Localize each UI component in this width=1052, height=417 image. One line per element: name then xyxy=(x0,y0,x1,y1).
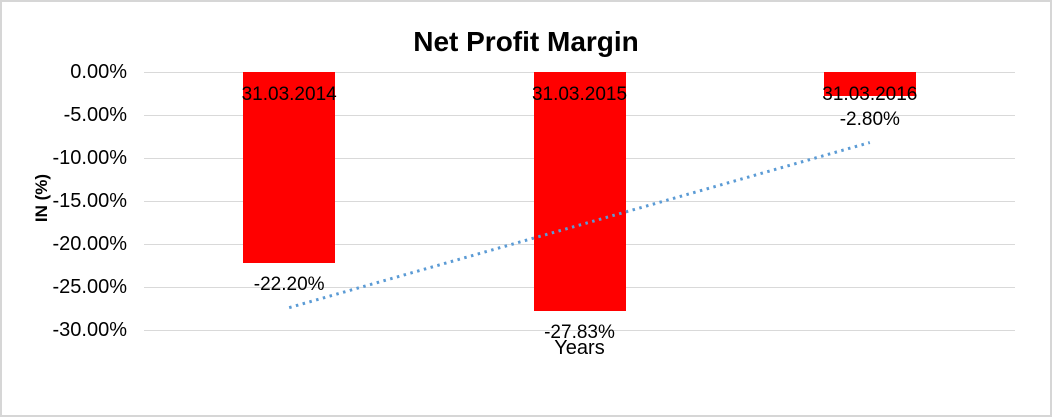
bar-31.03.2016 xyxy=(823,72,916,97)
y-tick-label: 0.00% xyxy=(70,61,127,83)
y-tick-label: -15.00% xyxy=(52,190,128,212)
value-label: -2.80% xyxy=(839,109,900,130)
y-tick-label: -10.00% xyxy=(52,147,128,169)
category-label: 31.03.2015 xyxy=(531,84,628,105)
value-label: -27.83% xyxy=(544,322,615,344)
y-tick-label: -25.00% xyxy=(52,276,128,298)
y-tick-label: -5.00% xyxy=(63,104,127,126)
y-tick-label: -30.00% xyxy=(52,319,128,341)
bar-31.03.2015 xyxy=(533,72,626,312)
category-label: 31.03.2016 xyxy=(822,84,918,105)
chart-title: Net Profit Margin xyxy=(413,26,639,57)
value-label: -22.20% xyxy=(253,273,325,295)
y-axis-title: IN (%) xyxy=(32,173,51,223)
category-label: 31.03.2014 xyxy=(241,84,337,105)
gridline xyxy=(144,330,1015,331)
x-axis-title: Years xyxy=(554,337,605,359)
y-tick-label: -20.00% xyxy=(52,233,128,255)
